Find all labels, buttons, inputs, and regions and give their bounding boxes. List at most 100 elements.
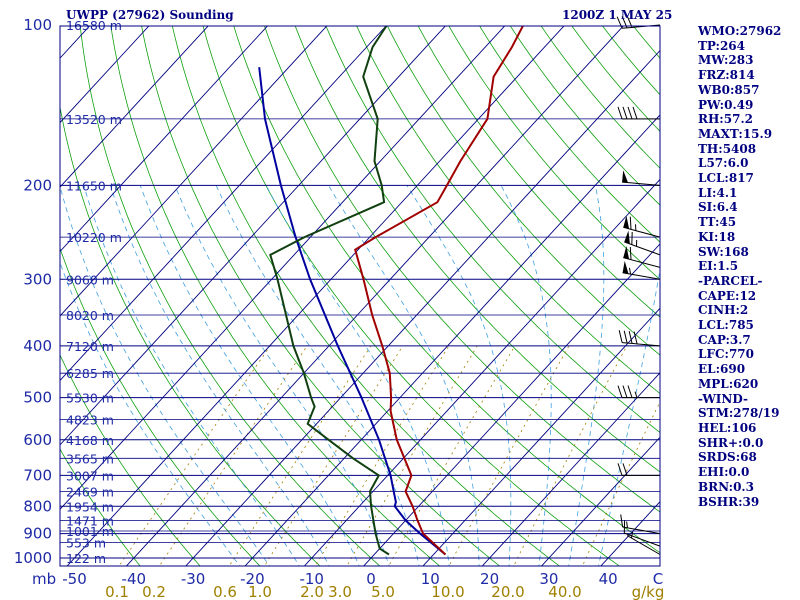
isotherm bbox=[60, 26, 446, 446]
wind-barb-half-feather bbox=[634, 391, 638, 398]
height-label: 8020 m bbox=[66, 308, 114, 323]
isotherm bbox=[540, 436, 660, 566]
moist-adiabat bbox=[110, 185, 330, 566]
isotherm bbox=[66, 26, 565, 566]
temperature-tick-label: -10 bbox=[299, 570, 324, 588]
index-item: MPL:620 bbox=[698, 376, 759, 391]
wind-barb-feather bbox=[628, 331, 633, 344]
temperature-tick-label: -20 bbox=[240, 570, 265, 588]
wind-barb-staff bbox=[622, 272, 661, 280]
mixing-ratio-tick-label: 5.0 bbox=[371, 583, 395, 600]
index-item: LCL:785 bbox=[698, 318, 754, 333]
mixing-ratio-tick-label: 10.0 bbox=[431, 583, 464, 600]
index-item: -WIND- bbox=[698, 391, 748, 406]
isotherm bbox=[60, 26, 328, 317]
wind-barb-flag bbox=[623, 246, 630, 260]
index-item: EI:1.5 bbox=[698, 259, 739, 274]
pressure-label: 500 bbox=[23, 389, 52, 407]
isotherm bbox=[422, 307, 660, 566]
index-item: CAP:3.7 bbox=[698, 332, 751, 347]
height-label: 4168 m bbox=[66, 433, 114, 448]
height-label: 2469 m bbox=[66, 484, 114, 499]
wind-barb-feather bbox=[627, 385, 633, 398]
index-item: TT:45 bbox=[698, 215, 737, 230]
dry-adiabat bbox=[264, 26, 660, 513]
temperature-tick-label: -30 bbox=[181, 570, 206, 588]
wind-barb-feather bbox=[622, 385, 628, 398]
wind-barb-feather bbox=[622, 463, 628, 476]
wind-barb-feather bbox=[626, 15, 633, 28]
wind-barb-half-feather bbox=[629, 267, 631, 275]
moist-adiabat bbox=[500, 185, 552, 566]
mixing-ratio-tick-label: 40.0 bbox=[548, 583, 581, 600]
wind-barb-feather bbox=[622, 106, 628, 120]
wind-barb-half-feather bbox=[630, 531, 634, 539]
height-label: 122 m bbox=[66, 551, 106, 566]
height-label: 1471 m bbox=[66, 513, 114, 528]
isotherm bbox=[60, 26, 387, 382]
wind-barb-feather bbox=[617, 106, 623, 120]
wind-barb-feather bbox=[623, 330, 628, 344]
temperature-trace bbox=[354, 26, 525, 556]
height-label: 5530 m bbox=[66, 391, 114, 406]
isotherm bbox=[60, 26, 209, 188]
wind-barb-half-feather bbox=[626, 521, 628, 528]
wind-barb-feather bbox=[632, 106, 638, 120]
isotherm bbox=[60, 26, 150, 124]
isotherm bbox=[303, 178, 660, 566]
index-item: MW:283 bbox=[698, 53, 754, 68]
wind-barb-staff bbox=[623, 226, 661, 238]
indices-panel: WMO:27962 TP:264 MW:283 FRZ:814 WB0:857 PW:0.… bbox=[698, 24, 798, 509]
isotherm bbox=[244, 114, 660, 566]
mixing-ratio-tick-label: g/kg bbox=[632, 583, 665, 600]
wind-barb-flag bbox=[624, 230, 630, 244]
pressure-label: 1000 bbox=[14, 549, 52, 567]
mixing-ratio-line bbox=[388, 345, 516, 566]
moist-adiabat bbox=[60, 261, 241, 566]
height-label: 3565 m bbox=[66, 451, 114, 466]
mixing-ratio-tick-label: 2.0 bbox=[300, 583, 324, 600]
index-item: SHR+:0.0 bbox=[698, 435, 764, 450]
dry-adiabat bbox=[79, 26, 381, 566]
moist-adiabat bbox=[568, 185, 605, 566]
index-item: SRDS:68 bbox=[698, 450, 757, 465]
height-label: 9060 m bbox=[66, 272, 114, 287]
wind-barb-staff bbox=[622, 342, 661, 347]
moist-adiabat bbox=[215, 185, 420, 566]
wind-barb-staff bbox=[623, 257, 661, 268]
mixing-ratio-line bbox=[118, 345, 271, 566]
index-item: LCL:817 bbox=[698, 171, 754, 186]
isotherm bbox=[60, 26, 506, 510]
mixing-ratio-line bbox=[448, 345, 570, 566]
background-lines bbox=[0, 1, 660, 581]
mixing-ratio-tick-label: 0.6 bbox=[213, 583, 237, 600]
mixing-ratio-tick-label: 0.1 bbox=[105, 583, 129, 600]
pressure-label: 300 bbox=[23, 270, 52, 288]
height-label: 6285 m bbox=[66, 366, 114, 381]
sounding-time: 1200Z 1 MAY 25 bbox=[562, 8, 673, 22]
mixing-ratio-tick-label: 3.0 bbox=[328, 583, 352, 600]
temperature-tick-label: 0 bbox=[366, 570, 376, 588]
index-item: RH:57.2 bbox=[698, 112, 753, 127]
temperature-tick-label: -50 bbox=[62, 570, 87, 588]
isotherm bbox=[0, 1, 54, 581]
moist-adiabat bbox=[328, 185, 480, 566]
isotherm bbox=[481, 372, 660, 566]
height-label: 13520 m bbox=[66, 112, 122, 127]
mixing-ratio-line bbox=[346, 345, 478, 566]
index-item: TP:264 bbox=[698, 38, 746, 53]
moist-adiabat bbox=[598, 266, 660, 566]
mixing-ratio-tick-label: 20.0 bbox=[491, 583, 524, 600]
pressure-label: 900 bbox=[23, 525, 52, 543]
wind-barb-feather bbox=[629, 246, 632, 260]
pressure-label: 700 bbox=[23, 466, 52, 484]
plot-frame bbox=[59, 25, 661, 567]
wind-barb-staff bbox=[624, 532, 661, 547]
wind-barb-staff bbox=[622, 24, 661, 29]
wind-barb-flag bbox=[622, 260, 629, 274]
temperature-tick-label: 10 bbox=[421, 570, 440, 588]
isotherm bbox=[125, 26, 624, 566]
index-item: EL:690 bbox=[698, 362, 746, 377]
